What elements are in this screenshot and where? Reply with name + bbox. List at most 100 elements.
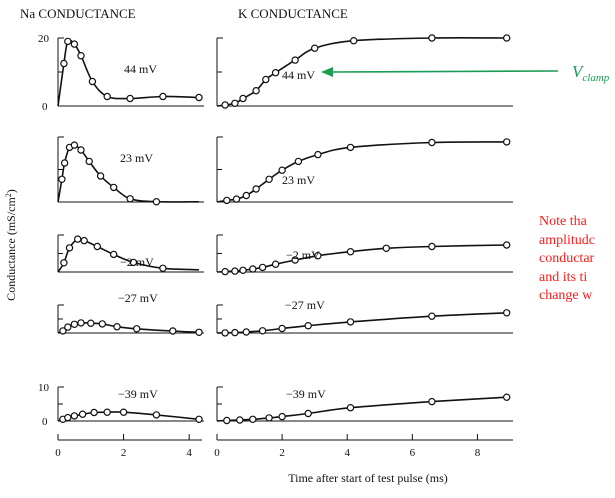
na-voltage-label: 44 mV <box>124 62 157 76</box>
vclamp-annotation: Vclamp <box>321 62 610 84</box>
k-data-point <box>346 318 355 326</box>
k-data-point <box>304 409 312 418</box>
k-data-point <box>291 56 299 64</box>
k-data-point <box>346 143 355 152</box>
na-data-point <box>195 93 203 102</box>
k-voltage-label: −27 mV <box>285 298 325 312</box>
vclamp-arrow-head <box>321 67 333 77</box>
na-fit-curve <box>57 237 200 273</box>
na-data-point <box>98 320 107 328</box>
k-data-point <box>304 322 312 330</box>
k-data-point <box>278 324 286 333</box>
k-voltage-label: −2 mV <box>286 248 320 262</box>
na-data-point <box>169 327 177 335</box>
na-data-point <box>113 323 121 331</box>
k-data-point <box>249 265 257 273</box>
na-voltage-label: −39 mV <box>118 387 158 401</box>
na-data-point <box>64 413 72 422</box>
k-panel-title: K CONDUCTANCE <box>238 6 348 21</box>
k-data-point <box>223 196 231 205</box>
k-data-point <box>265 414 273 422</box>
na-ytick-label: 0 <box>42 416 48 428</box>
na-data-point <box>65 244 74 252</box>
k-data-point <box>294 157 303 166</box>
k-fit-curve <box>216 396 507 422</box>
k-data-point <box>311 44 319 52</box>
na-data-point <box>109 250 118 259</box>
k-data-point <box>314 150 322 159</box>
na-data-point <box>73 235 82 243</box>
k-data-point <box>503 138 511 146</box>
k-data-point <box>242 191 250 200</box>
k-xtick-label: 6 <box>410 447 416 459</box>
na-data-point <box>70 141 79 149</box>
k-data-point <box>231 267 239 275</box>
na-data-point <box>77 52 85 60</box>
k-data-point <box>258 327 267 335</box>
k-data-point <box>232 195 241 203</box>
na-data-point <box>77 319 85 327</box>
na-data-point <box>103 92 111 101</box>
note-line: conductar <box>539 251 595 266</box>
na-data-point <box>109 183 118 192</box>
na-data-point <box>195 328 203 336</box>
na-data-point <box>90 408 98 417</box>
k-xtick-label: 4 <box>344 447 350 459</box>
k-data-point <box>382 244 390 252</box>
na-data-point <box>126 195 134 203</box>
k-xtick-label: 2 <box>279 447 285 459</box>
k-data-point <box>262 75 270 84</box>
k-data-point <box>265 175 273 183</box>
na-data-point <box>159 92 167 101</box>
k-data-point <box>346 404 355 412</box>
na-panel-title: Na CONDUCTANCE <box>20 6 136 21</box>
na-panel: −2 mV <box>57 234 204 273</box>
na-data-point <box>195 415 203 423</box>
y-axis-label: Conductance (mS/cm2) <box>4 189 18 301</box>
na-data-point <box>129 258 138 267</box>
k-data-point <box>503 241 511 249</box>
na-xtick-label: 2 <box>121 447 127 459</box>
k-data-point <box>239 266 247 274</box>
na-panel: 23 mV <box>57 136 204 206</box>
na-xtick-label: 4 <box>186 447 192 459</box>
k-data-point <box>428 34 436 42</box>
k-voltage-label: −39 mV <box>286 387 326 401</box>
k-data-point <box>291 256 299 264</box>
na-voltage-label: −2 mV <box>120 255 154 269</box>
na-data-point <box>60 259 68 267</box>
na-data-point <box>96 172 105 180</box>
note-line: change w <box>539 288 593 303</box>
k-data-point <box>242 328 250 336</box>
note-line: and its ti <box>539 269 588 285</box>
side-note: Note tha amplitudc conductar and its ti … <box>539 213 615 306</box>
k-data-point <box>223 416 231 425</box>
k-data-point <box>346 247 355 256</box>
k-data-point <box>239 94 247 103</box>
k-panel: 44 mV <box>216 34 513 109</box>
na-data-point <box>126 94 134 103</box>
k-data-point <box>428 138 436 147</box>
na-data-point <box>64 37 72 46</box>
k-fit-curve <box>216 312 507 334</box>
x-axis-label: Time after start of test pulse (ms) <box>288 471 448 485</box>
na-data-point <box>119 408 128 416</box>
na-ytick-label: 10 <box>38 382 50 394</box>
note-line: amplitudc <box>539 232 595 248</box>
k-voltage-label: 44 mV <box>282 68 315 82</box>
na-data-point <box>93 242 102 251</box>
na-data-point <box>132 325 141 333</box>
k-data-point <box>278 166 286 174</box>
k-data-point <box>271 68 280 77</box>
vclamp-label: Vclamp <box>572 62 610 84</box>
na-data-point <box>70 320 79 328</box>
k-data-point <box>503 309 511 317</box>
k-panel: −2 mV <box>216 234 513 276</box>
k-data-point <box>236 416 244 424</box>
k-data-point <box>249 415 257 423</box>
k-panel: 23 mV <box>216 136 513 205</box>
k-data-point <box>314 251 322 260</box>
k-panel: −39 mV <box>216 386 513 425</box>
vclamp-arrow-line <box>329 70 559 73</box>
na-ytick-label: 20 <box>38 33 50 45</box>
